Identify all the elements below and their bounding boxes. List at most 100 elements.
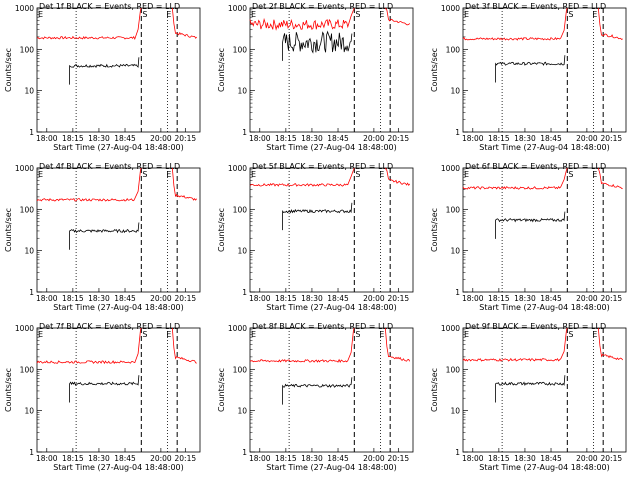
x-tick-label: 18:15	[62, 294, 84, 303]
detector-chart: Det 4f BLACK = Events, RED = LLD 1 10 100 10…	[4, 162, 201, 312]
y-tick-label: 10	[450, 407, 460, 416]
lld-series-line	[384, 167, 411, 187]
end-marker-label: E	[166, 10, 171, 19]
shadow-marker-label: S	[142, 10, 147, 19]
y-tick-label: 10	[24, 87, 34, 96]
detector-panel: Det 5f BLACK = Events, RED = LLD 1 10 100 10…	[213, 160, 426, 320]
plot-frame	[36, 327, 201, 453]
end-marker-label: E	[379, 170, 384, 179]
plot-frame	[249, 327, 414, 453]
end-marker-label: E	[592, 330, 597, 339]
y-tick-label: 10	[24, 407, 34, 416]
x-tick-label: 20:15	[388, 134, 410, 143]
x-tick-label: 18:00	[462, 294, 484, 303]
x-tick-label: 18:30	[514, 454, 536, 463]
detector-chart: Det 6f BLACK = Events, RED = LLD 1 10 100 10…	[430, 162, 627, 312]
start-marker-label: E	[38, 330, 43, 339]
x-tick-label: 18:00	[249, 294, 271, 303]
shadow-marker-label: S	[568, 330, 573, 339]
shadow-marker-label: S	[355, 330, 360, 339]
x-tick-label: 20:00	[363, 294, 385, 303]
end-marker-label: E	[379, 330, 384, 339]
x-tick-label: 20:00	[150, 454, 172, 463]
events-series-line	[282, 30, 353, 61]
detector-panel: Det 9f BLACK = Events, RED = LLD 1 10 100 10…	[426, 320, 639, 480]
y-tick-label: 1000	[228, 164, 247, 173]
y-tick-label: 10	[450, 247, 460, 256]
x-axis-label: Start Time (27-Aug-04 18:48:00)	[53, 143, 184, 152]
shadow-marker-label: S	[142, 330, 147, 339]
y-tick-label: 1000	[441, 324, 460, 333]
x-tick-label: 18:30	[301, 134, 323, 143]
x-axis-label: Start Time (27-Aug-04 18:48:00)	[479, 143, 610, 152]
x-tick-label: 18:00	[36, 134, 58, 143]
x-tick-label: 18:45	[114, 294, 136, 303]
detector-chart: Det 2f BLACK = Events, RED = LLD 1 10 100 10…	[217, 2, 414, 152]
y-axis-label: Counts/sec	[217, 48, 226, 92]
x-tick-label: 18:15	[488, 134, 510, 143]
x-tick-label: 18:15	[275, 454, 297, 463]
lld-series-line	[171, 167, 198, 201]
y-axis-label: Counts/sec	[430, 48, 439, 92]
shadow-marker-label: S	[568, 170, 573, 179]
start-marker-label: E	[251, 330, 256, 339]
y-tick-label: 10	[237, 87, 247, 96]
y-axis-label: Counts/sec	[430, 368, 439, 412]
y-tick-label: 100	[233, 45, 248, 54]
x-tick-label: 20:00	[576, 294, 598, 303]
detector-chart: Det 8f BLACK = Events, RED = LLD 1 10 100 10…	[217, 322, 414, 472]
x-tick-label: 18:15	[275, 134, 297, 143]
shadow-marker-label: S	[568, 10, 573, 19]
x-tick-label: 18:30	[301, 294, 323, 303]
x-tick-label: 18:00	[36, 294, 58, 303]
events-series-line	[69, 375, 140, 403]
y-tick-label: 100	[20, 45, 35, 54]
lld-series-line	[249, 167, 355, 187]
end-marker-label: E	[166, 170, 171, 179]
panel-title: Det 1f BLACK = Events, RED = LLD	[39, 2, 180, 11]
y-tick-label: 100	[446, 45, 461, 54]
x-tick-label: 18:45	[327, 454, 349, 463]
lld-series-line	[36, 167, 142, 202]
shadow-marker-label: S	[355, 170, 360, 179]
y-axis-label: Counts/sec	[430, 208, 439, 252]
y-axis-label: Counts/sec	[4, 208, 13, 252]
panel-title: Det 3f BLACK = Events, RED = LLD	[465, 2, 606, 11]
end-marker-label: E	[592, 170, 597, 179]
detector-chart: Det 3f BLACK = Events, RED = LLD 1 10 100 10…	[430, 2, 627, 152]
lld-series-line	[597, 7, 623, 41]
y-tick-label: 100	[446, 365, 461, 374]
shadow-marker-label: S	[142, 170, 147, 179]
y-tick-label: 10	[24, 247, 34, 256]
x-tick-label: 20:15	[601, 454, 623, 463]
x-tick-label: 20:15	[601, 294, 623, 303]
detector-panel: Det 1f BLACK = Events, RED = LLD 1 10 100 10…	[0, 0, 213, 160]
y-tick-label: 1	[455, 448, 460, 457]
x-axis-label: Start Time (27-Aug-04 18:48:00)	[479, 463, 610, 472]
detector-chart: Det 9f BLACK = Events, RED = LLD 1 10 100 10…	[430, 322, 627, 472]
x-tick-label: 18:30	[514, 294, 536, 303]
lld-series-line	[384, 7, 410, 26]
y-axis-label: Counts/sec	[4, 368, 13, 412]
x-tick-label: 20:15	[175, 454, 197, 463]
events-series-line	[495, 375, 566, 403]
y-tick-label: 10	[237, 407, 247, 416]
x-tick-label: 18:45	[114, 134, 136, 143]
shadow-marker-label: S	[355, 10, 360, 19]
y-tick-label: 1000	[228, 324, 247, 333]
panel-title: Det 4f BLACK = Events, RED = LLD	[39, 162, 180, 171]
events-series-line	[69, 222, 140, 250]
y-tick-label: 1	[29, 448, 34, 457]
x-tick-label: 18:15	[275, 294, 297, 303]
x-tick-label: 20:00	[150, 134, 172, 143]
lld-series-line	[597, 167, 623, 190]
y-tick-label: 100	[20, 205, 35, 214]
end-marker-label: E	[379, 10, 384, 19]
lld-series-line	[462, 327, 568, 362]
y-tick-label: 100	[446, 205, 461, 214]
start-marker-label: E	[251, 170, 256, 179]
y-tick-label: 1	[29, 288, 34, 297]
lld-series-line	[249, 327, 355, 363]
panel-title: Det 6f BLACK = Events, RED = LLD	[465, 162, 606, 171]
x-axis-label: Start Time (27-Aug-04 18:48:00)	[53, 463, 184, 472]
